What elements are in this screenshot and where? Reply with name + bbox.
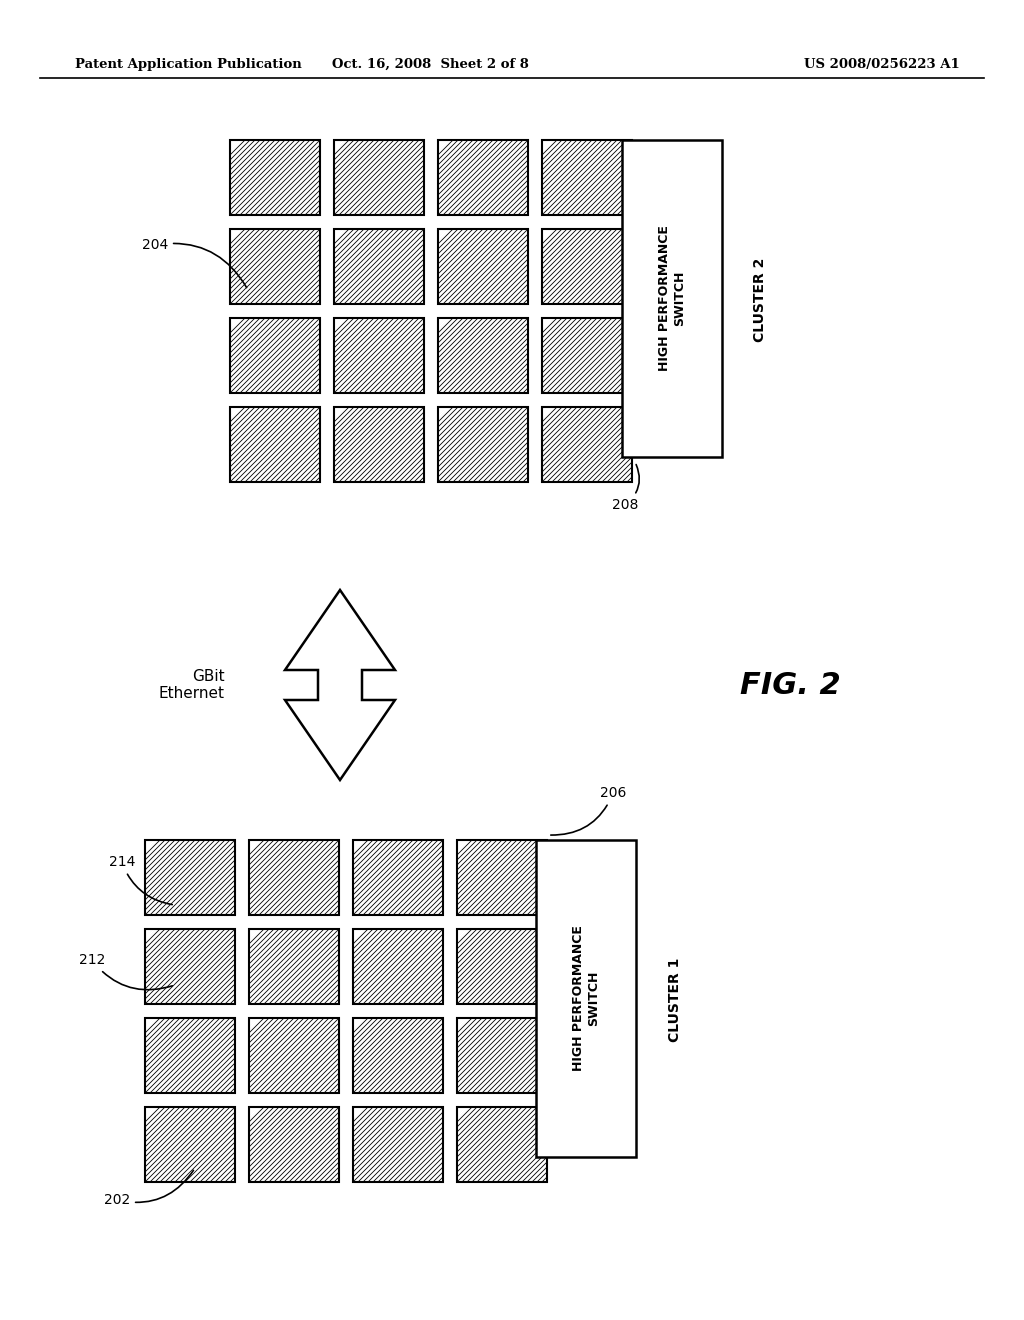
Text: US 2008/0256223 A1: US 2008/0256223 A1 <box>804 58 961 71</box>
Bar <box>457 840 547 915</box>
Text: FIG. 2: FIG. 2 <box>739 671 841 700</box>
Bar <box>438 407 528 482</box>
Bar <box>353 929 443 1005</box>
Text: CLUSTER 2: CLUSTER 2 <box>753 257 767 342</box>
Bar <box>438 318 528 393</box>
Bar <box>542 228 632 304</box>
Bar <box>353 1107 443 1181</box>
Bar <box>230 140 319 215</box>
Bar <box>536 840 636 1158</box>
Bar <box>353 840 443 915</box>
Bar <box>249 929 339 1005</box>
Bar <box>249 1018 339 1093</box>
Bar <box>334 407 424 482</box>
Text: 208: 208 <box>611 465 639 512</box>
Text: GBit
Ethernet: GBit Ethernet <box>159 669 225 701</box>
Bar <box>230 407 319 482</box>
Bar <box>230 228 319 304</box>
Text: 214: 214 <box>109 855 172 904</box>
Bar <box>334 228 424 304</box>
Text: 202: 202 <box>103 1171 194 1206</box>
Bar <box>542 318 632 393</box>
Bar <box>438 140 528 215</box>
Bar <box>145 1107 234 1181</box>
Text: Oct. 16, 2008  Sheet 2 of 8: Oct. 16, 2008 Sheet 2 of 8 <box>332 58 528 71</box>
Bar <box>334 318 424 393</box>
Bar <box>457 1107 547 1181</box>
Bar <box>249 1107 339 1181</box>
Bar <box>542 407 632 482</box>
Bar <box>457 1018 547 1093</box>
Bar <box>457 929 547 1005</box>
Text: 206: 206 <box>551 785 627 836</box>
Text: CLUSTER 1: CLUSTER 1 <box>668 958 682 1043</box>
Bar <box>353 1018 443 1093</box>
Bar <box>249 840 339 915</box>
Bar <box>622 140 722 457</box>
Text: 204: 204 <box>141 238 247 288</box>
Polygon shape <box>285 590 395 780</box>
Text: HIGH PERFORMANCE
SWITCH: HIGH PERFORMANCE SWITCH <box>658 226 686 371</box>
Bar <box>230 318 319 393</box>
Text: 212: 212 <box>79 953 172 990</box>
Text: HIGH PERFORMANCE
SWITCH: HIGH PERFORMANCE SWITCH <box>572 925 600 1072</box>
Bar <box>145 840 234 915</box>
Bar <box>438 228 528 304</box>
Bar <box>334 140 424 215</box>
Bar <box>145 929 234 1005</box>
Bar <box>145 1018 234 1093</box>
Bar <box>542 140 632 215</box>
Text: Patent Application Publication: Patent Application Publication <box>75 58 302 71</box>
